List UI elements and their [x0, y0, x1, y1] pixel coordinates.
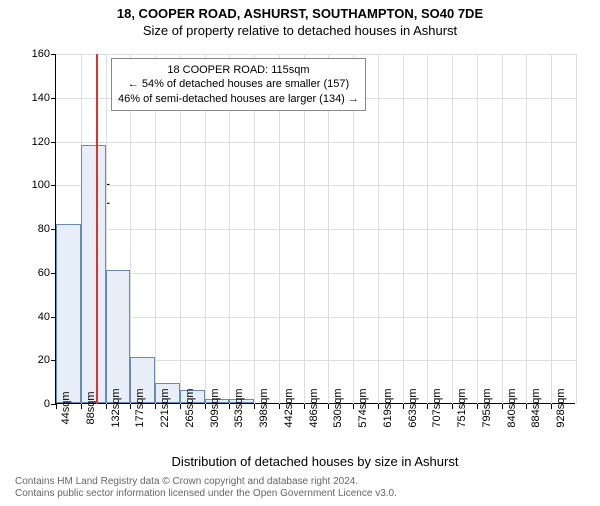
- y-tick-label: 120: [20, 136, 50, 148]
- grid-line-v: [551, 54, 552, 404]
- grid-line-h: [56, 273, 576, 274]
- grid-line-h: [56, 142, 576, 143]
- x-axis-label: Distribution of detached houses by size …: [55, 454, 575, 469]
- grid-line-v: [378, 54, 379, 404]
- y-tick-mark: [51, 142, 56, 143]
- grid-line-h: [56, 317, 576, 318]
- chart-container: Number of detached properties 44sqm88sqm…: [55, 54, 575, 404]
- x-tick-mark: [130, 404, 131, 409]
- histogram-bar: [56, 224, 81, 403]
- x-tick-mark: [279, 404, 280, 409]
- grid-line-v: [526, 54, 527, 404]
- info-box: 18 COOPER ROAD: 115sqm← 54% of detached …: [111, 58, 366, 111]
- x-tick-mark: [403, 404, 404, 409]
- grid-line-h: [56, 229, 576, 230]
- x-tick-label: 619sqm: [382, 388, 394, 427]
- x-tick-mark: [427, 404, 428, 409]
- x-tick-mark: [254, 404, 255, 409]
- footer-line-2: Contains public sector information licen…: [15, 488, 397, 500]
- grid-line-h: [56, 54, 576, 55]
- y-tick-label: 80: [20, 223, 50, 235]
- x-tick-label: 353sqm: [233, 388, 245, 427]
- y-tick-label: 140: [20, 92, 50, 104]
- grid-line-v: [502, 54, 503, 404]
- x-tick-label: 928sqm: [555, 388, 567, 427]
- infobox-line-3: 46% of semi-detached houses are larger (…: [118, 92, 359, 106]
- x-tick-label: 265sqm: [184, 388, 196, 427]
- y-tick-mark: [51, 185, 56, 186]
- y-tick-label: 20: [20, 354, 50, 366]
- x-tick-label: 309sqm: [209, 388, 221, 427]
- x-tick-label: 884sqm: [530, 388, 542, 427]
- x-tick-label: 486sqm: [308, 388, 320, 427]
- x-tick-mark: [229, 404, 230, 409]
- x-tick-mark: [477, 404, 478, 409]
- x-tick-label: 840sqm: [506, 388, 518, 427]
- histogram-bar: [81, 145, 106, 403]
- page-title: 18, COOPER ROAD, ASHURST, SOUTHAMPTON, S…: [0, 6, 600, 21]
- x-tick-label: 751sqm: [456, 388, 468, 427]
- y-tick-label: 0: [20, 398, 50, 410]
- infobox-line-2: ← 54% of detached houses are smaller (15…: [118, 77, 359, 91]
- x-tick-mark: [328, 404, 329, 409]
- x-tick-mark: [551, 404, 552, 409]
- y-tick-label: 40: [20, 311, 50, 323]
- grid-line-h: [56, 185, 576, 186]
- x-tick-label: 132sqm: [110, 388, 122, 427]
- y-tick-mark: [51, 54, 56, 55]
- x-tick-label: 442sqm: [283, 388, 295, 427]
- x-tick-label: 663sqm: [407, 388, 419, 427]
- x-tick-label: 795sqm: [481, 388, 493, 427]
- footer-line-1: Contains HM Land Registry data © Crown c…: [15, 476, 397, 488]
- x-tick-mark: [452, 404, 453, 409]
- x-tick-label: 574sqm: [357, 388, 369, 427]
- x-tick-mark: [353, 404, 354, 409]
- infobox-line-1: 18 COOPER ROAD: 115sqm: [118, 63, 359, 77]
- marker-line: [96, 54, 98, 404]
- x-tick-label: 707sqm: [431, 388, 443, 427]
- y-tick-mark: [51, 98, 56, 99]
- grid-line-v: [576, 54, 577, 404]
- y-tick-label: 100: [20, 179, 50, 191]
- x-tick-mark: [180, 404, 181, 409]
- grid-line-v: [477, 54, 478, 404]
- x-tick-mark: [155, 404, 156, 409]
- x-tick-mark: [502, 404, 503, 409]
- x-tick-label: 44sqm: [60, 391, 72, 424]
- x-tick-mark: [56, 404, 57, 409]
- grid-line-v: [403, 54, 404, 404]
- plot-area: 44sqm88sqm132sqm177sqm221sqm265sqm309sqm…: [55, 54, 575, 404]
- y-tick-label: 160: [20, 48, 50, 60]
- x-tick-mark: [304, 404, 305, 409]
- grid-line-v: [427, 54, 428, 404]
- x-tick-mark: [378, 404, 379, 409]
- x-tick-mark: [526, 404, 527, 409]
- y-tick-label: 60: [20, 267, 50, 279]
- histogram-bar: [106, 270, 131, 403]
- grid-line-v: [452, 54, 453, 404]
- x-tick-mark: [81, 404, 82, 409]
- x-tick-label: 221sqm: [159, 388, 171, 427]
- footer-text: Contains HM Land Registry data © Crown c…: [15, 476, 397, 500]
- page-subtitle: Size of property relative to detached ho…: [0, 23, 600, 38]
- x-tick-mark: [106, 404, 107, 409]
- x-tick-label: 177sqm: [134, 388, 146, 427]
- x-tick-label: 530sqm: [332, 388, 344, 427]
- x-tick-mark: [205, 404, 206, 409]
- x-tick-label: 398sqm: [258, 388, 270, 427]
